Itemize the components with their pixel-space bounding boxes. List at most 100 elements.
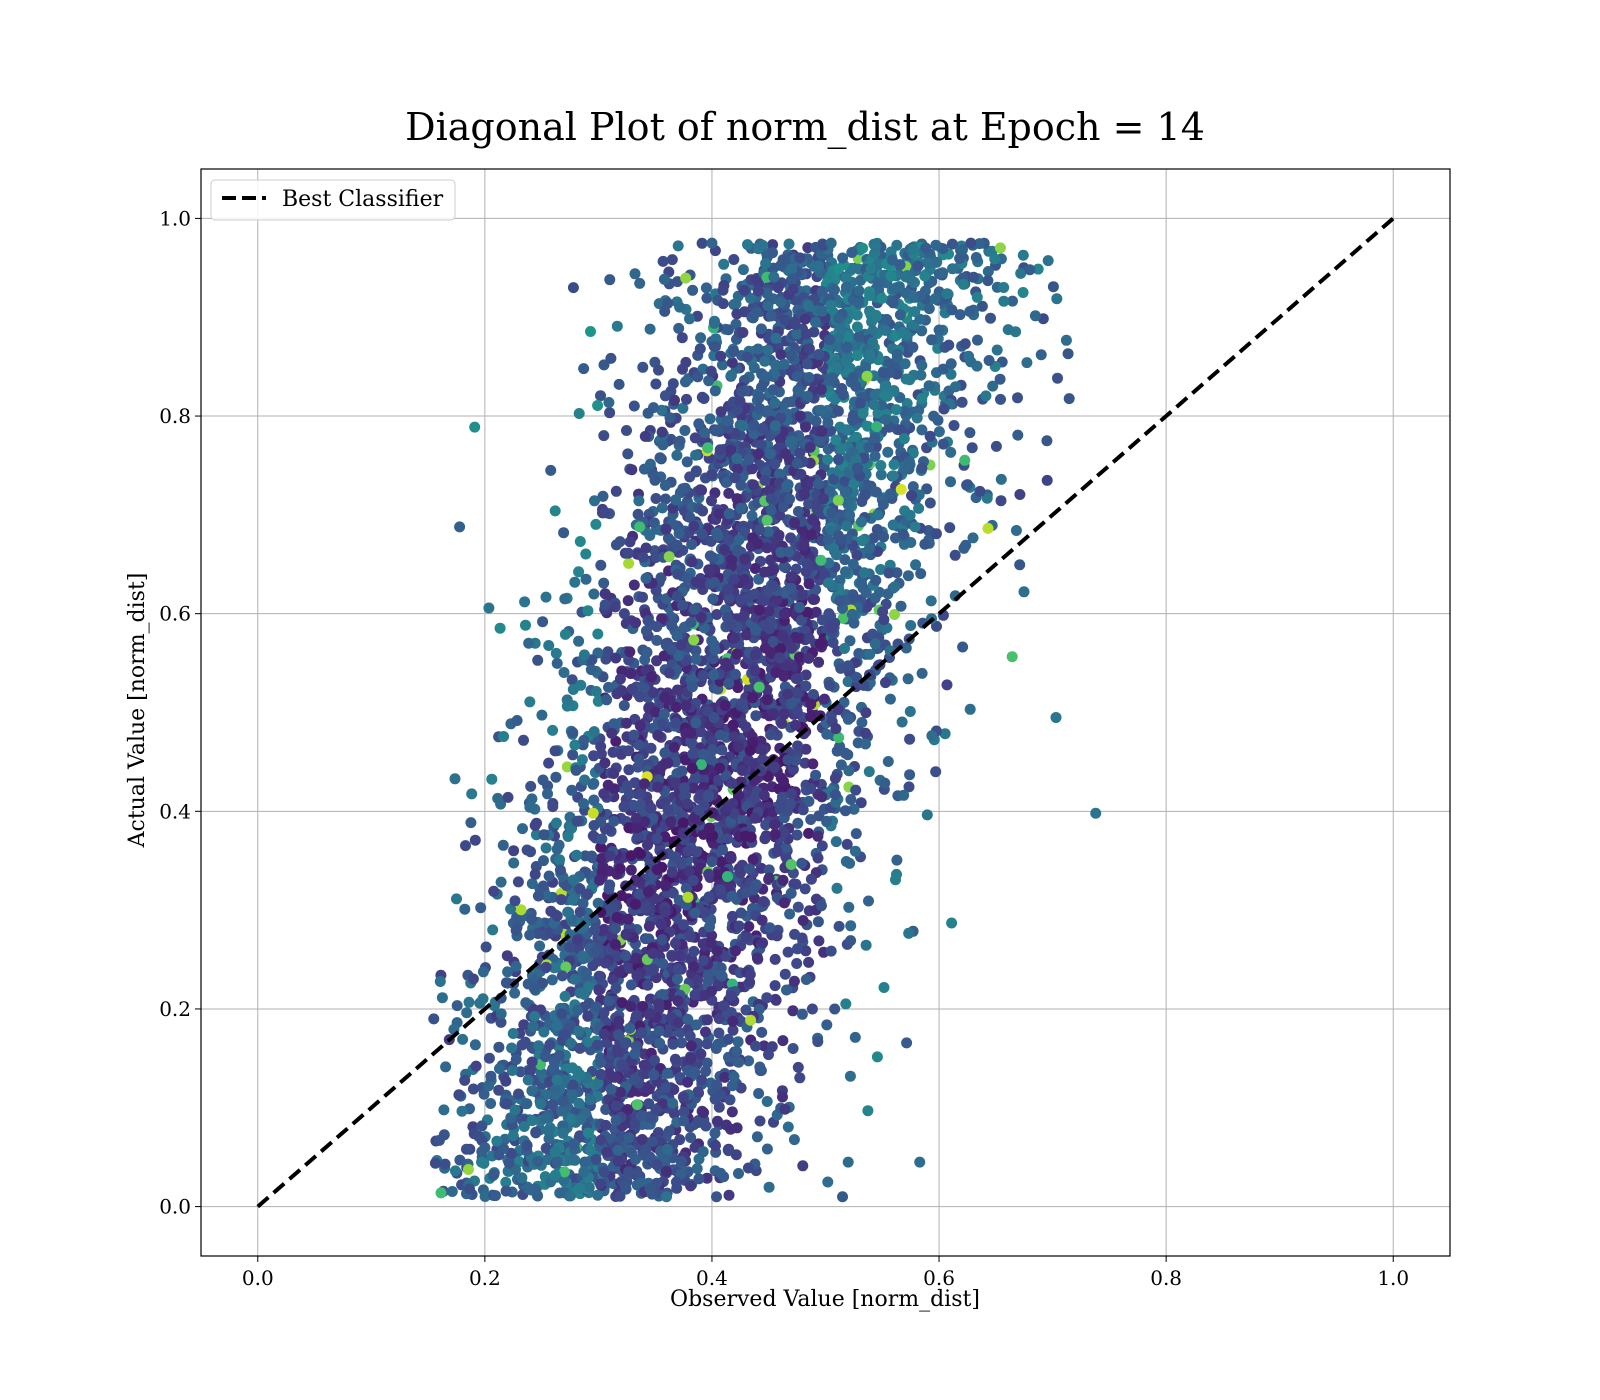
scatter-point <box>1017 287 1029 298</box>
scatter-point <box>946 238 958 250</box>
scatter-point <box>654 452 666 464</box>
scatter-point <box>851 350 863 361</box>
scatter-point <box>800 743 812 755</box>
scatter-point <box>688 945 700 957</box>
scatter-point <box>687 782 699 794</box>
scatter-point <box>860 707 872 719</box>
scatter-point <box>622 913 634 925</box>
scatter-point <box>1010 525 1022 536</box>
scatter-point <box>963 350 975 362</box>
scatter-point <box>904 374 916 386</box>
scatter-point <box>746 463 758 475</box>
scatter-point <box>731 463 743 475</box>
scatter-point <box>453 1089 465 1101</box>
scatter-point <box>755 439 767 451</box>
scatter-point <box>578 1166 590 1178</box>
scatter-point <box>787 1043 799 1054</box>
scatter-point <box>701 1057 713 1069</box>
scatter-point <box>672 568 684 580</box>
scatter-point <box>830 434 842 446</box>
scatter-point <box>947 263 958 275</box>
scatter-point <box>882 446 894 458</box>
scatter-point <box>483 1052 495 1064</box>
scatter-point <box>635 799 646 811</box>
scatter-point <box>822 1176 834 1188</box>
scatter-point <box>763 864 775 876</box>
scatter-point <box>636 1027 648 1039</box>
scatter-point <box>670 937 681 949</box>
scatter-point <box>571 1065 583 1077</box>
scatter-point <box>891 348 903 360</box>
scatter-point <box>708 669 720 681</box>
scatter-point <box>885 270 897 282</box>
scatter-point <box>621 425 632 436</box>
scatter-point <box>538 1026 550 1038</box>
scatter-point <box>782 688 794 700</box>
scatter-point <box>644 993 656 1005</box>
scatter-point <box>685 617 697 628</box>
scatter-point <box>690 653 702 665</box>
scatter-point <box>788 1134 800 1146</box>
scatter-point <box>613 1015 625 1027</box>
scatter-point <box>685 1180 697 1192</box>
scatter-point <box>476 1156 487 1168</box>
scatter-point <box>1032 263 1044 275</box>
scatter-point <box>698 393 710 404</box>
scatter-point <box>623 1132 635 1144</box>
scatter-point <box>779 1103 791 1115</box>
scatter-point <box>685 727 697 739</box>
scatter-point <box>626 683 638 695</box>
scatter-point <box>670 701 682 713</box>
scatter-point <box>722 324 734 336</box>
scatter-point <box>588 588 600 600</box>
scatter-point <box>593 984 605 996</box>
scatter-point <box>529 820 541 831</box>
scatter-point <box>615 890 627 902</box>
scatter-point <box>776 718 788 729</box>
scatter-point <box>864 290 876 301</box>
scatter-point <box>520 619 531 631</box>
scatter-point <box>726 554 738 566</box>
scatter-point <box>842 499 854 511</box>
scatter-point <box>584 1094 596 1106</box>
scatter-point <box>803 795 815 807</box>
scatter-point <box>802 390 814 402</box>
scatter-point <box>729 632 741 644</box>
scatter-point <box>663 1125 675 1137</box>
scatter-point <box>806 1003 818 1015</box>
scatter-point <box>592 628 604 640</box>
scatter-point <box>588 820 600 831</box>
scatter-point <box>669 777 681 789</box>
scatter-point <box>771 846 783 858</box>
scatter-point <box>775 296 787 308</box>
scatter-point <box>786 788 797 800</box>
scatter-point <box>590 686 602 697</box>
scatter-point <box>921 483 933 495</box>
scatter-point <box>737 420 749 432</box>
scatter-point <box>692 1086 704 1098</box>
scatter-point <box>634 521 646 533</box>
scatter-point <box>598 1007 610 1019</box>
scatter-point <box>610 485 622 497</box>
scatter-point <box>905 274 917 286</box>
scatter-point <box>697 1146 709 1158</box>
scatter-point <box>540 842 552 854</box>
scatter-point <box>648 1069 660 1081</box>
scatter-point <box>666 620 678 632</box>
scatter-point <box>434 976 446 987</box>
scatter-point <box>573 408 585 419</box>
scatter-point <box>761 694 773 706</box>
scatter-point <box>686 539 698 550</box>
scatter-point <box>792 506 804 517</box>
scatter-point <box>696 237 708 249</box>
scatter-point <box>610 735 622 747</box>
scatter-point <box>513 1088 524 1100</box>
scatter-point <box>623 745 635 757</box>
scatter-point <box>671 539 683 551</box>
scatter-point <box>584 1144 596 1156</box>
scatter-point <box>738 284 750 296</box>
scatter-point <box>860 738 871 750</box>
scatter-point <box>677 402 689 414</box>
scatter-point <box>671 449 683 461</box>
scatter-point <box>551 657 563 669</box>
